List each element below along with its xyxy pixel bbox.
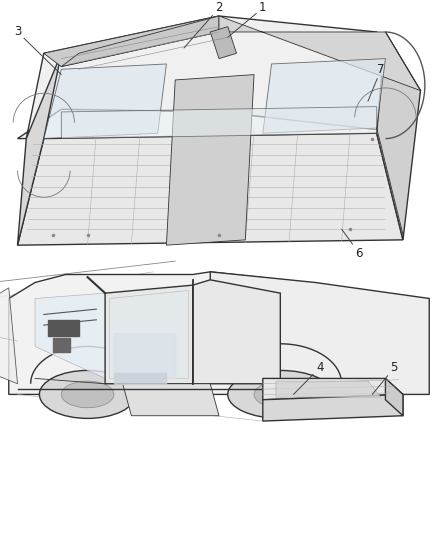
- Polygon shape: [44, 16, 219, 67]
- Text: 3: 3: [14, 26, 61, 75]
- Polygon shape: [263, 394, 403, 421]
- Polygon shape: [35, 293, 105, 378]
- Text: 1: 1: [228, 2, 267, 37]
- Ellipse shape: [228, 370, 333, 418]
- Polygon shape: [210, 272, 429, 394]
- Polygon shape: [263, 59, 385, 133]
- Polygon shape: [53, 338, 70, 352]
- Ellipse shape: [61, 381, 114, 408]
- Polygon shape: [105, 285, 193, 384]
- Polygon shape: [263, 378, 403, 400]
- Polygon shape: [123, 384, 219, 416]
- Polygon shape: [9, 272, 315, 394]
- Polygon shape: [61, 107, 377, 139]
- Ellipse shape: [39, 370, 136, 418]
- Polygon shape: [18, 16, 420, 139]
- Polygon shape: [114, 373, 166, 384]
- Polygon shape: [377, 32, 420, 240]
- Polygon shape: [44, 64, 166, 139]
- Polygon shape: [210, 27, 237, 59]
- Polygon shape: [48, 320, 79, 336]
- Polygon shape: [18, 53, 61, 245]
- Polygon shape: [385, 378, 403, 416]
- Text: 5: 5: [372, 361, 398, 394]
- Text: 7: 7: [368, 63, 385, 101]
- Polygon shape: [110, 290, 188, 378]
- Polygon shape: [0, 288, 18, 384]
- Polygon shape: [219, 16, 420, 91]
- Text: 2: 2: [184, 2, 223, 48]
- Polygon shape: [276, 381, 381, 397]
- Polygon shape: [166, 75, 254, 245]
- Text: 6: 6: [342, 229, 363, 260]
- Text: 4: 4: [293, 361, 324, 394]
- Polygon shape: [193, 280, 280, 384]
- Polygon shape: [61, 16, 219, 67]
- Polygon shape: [114, 333, 175, 378]
- Polygon shape: [18, 133, 403, 245]
- Ellipse shape: [254, 381, 307, 408]
